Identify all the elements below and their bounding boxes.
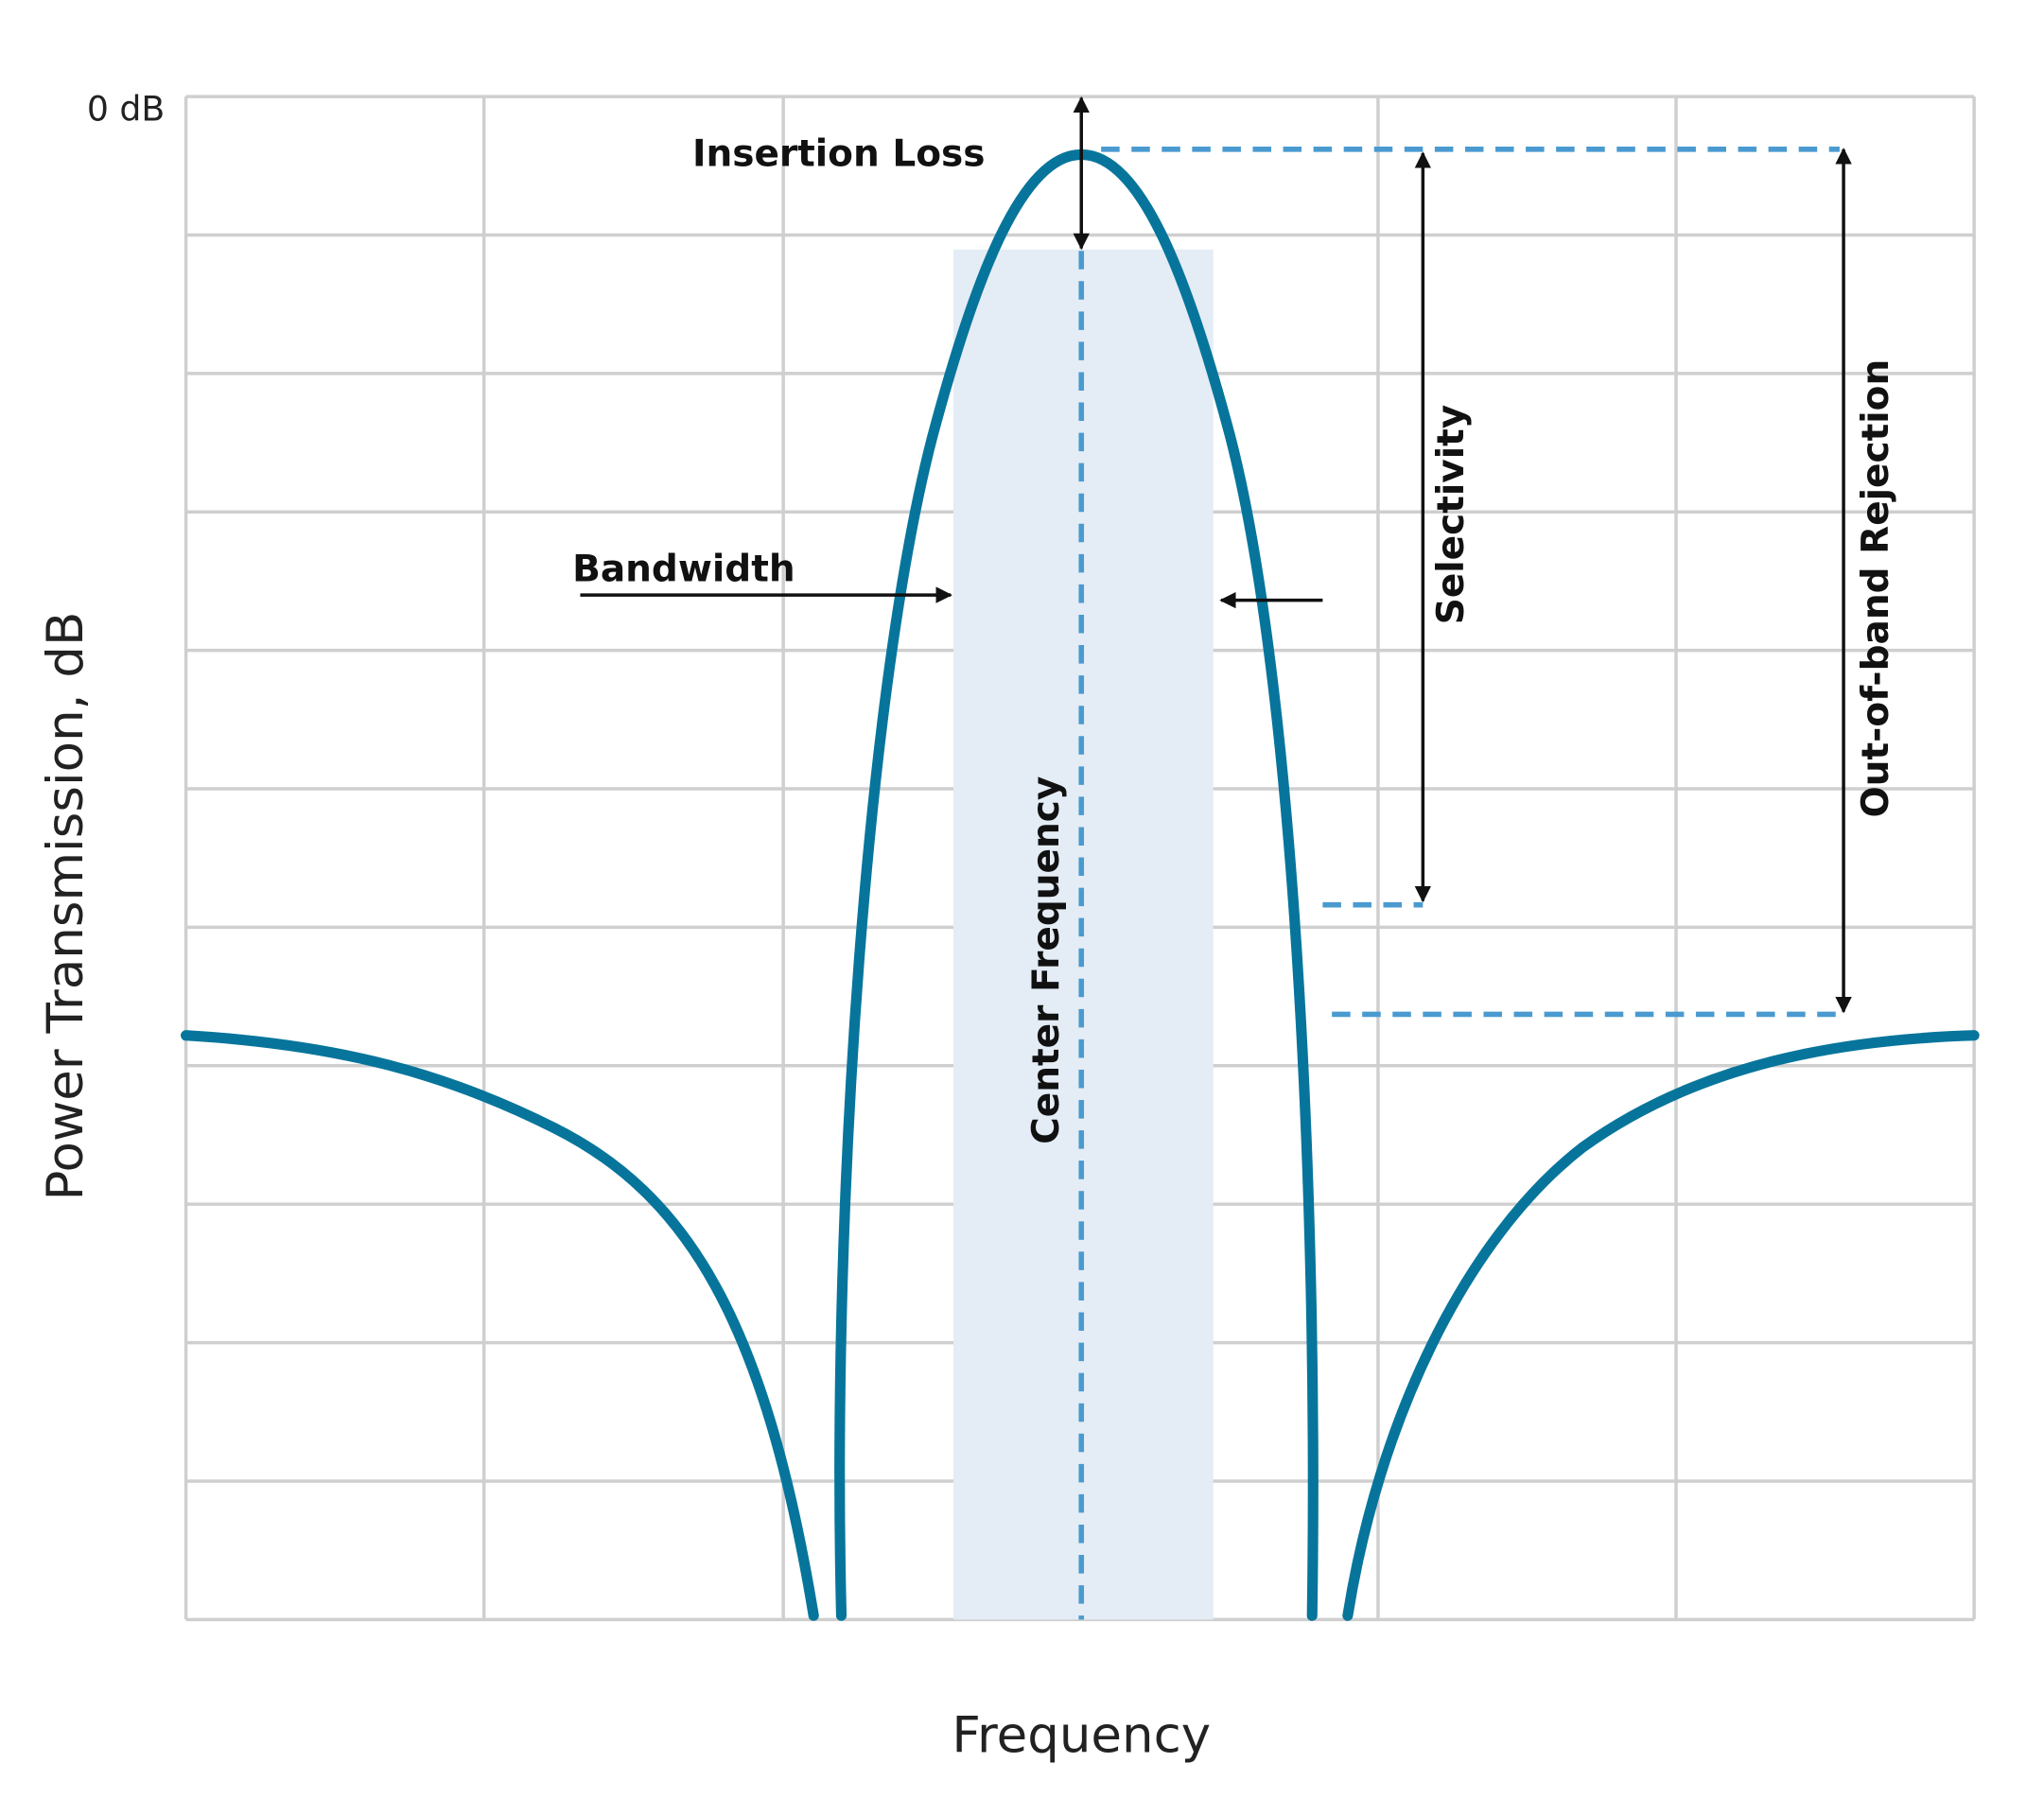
x-axis-label: Frequency — [952, 1706, 1211, 1764]
y-top-tick: 0 dB — [87, 88, 165, 129]
rejection-label: Out-of-band Rejection — [1855, 359, 1897, 818]
y-axis-label: Power Transmission, dB — [37, 612, 95, 1201]
bandwidth-label: Bandwidth — [572, 548, 795, 590]
center-frequency-label: Center Frequency — [1025, 777, 1068, 1144]
insertion-loss-label: Insertion Loss — [692, 132, 986, 175]
selectivity-label: Selectivity — [1430, 405, 1473, 624]
